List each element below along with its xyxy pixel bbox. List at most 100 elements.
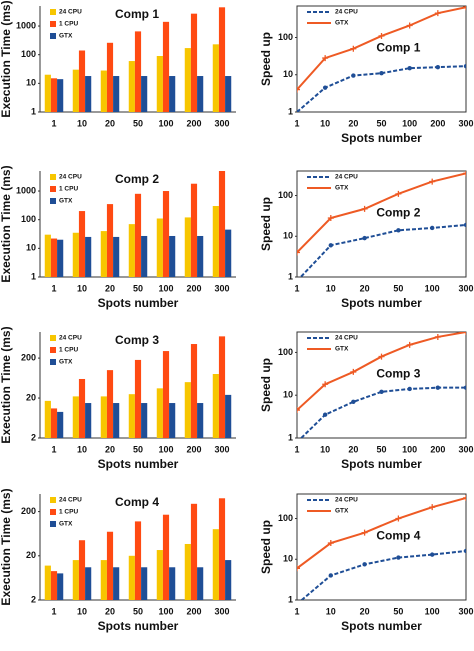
bar (134, 359, 142, 438)
y-axis-label: Execution Time (ms) (0, 488, 13, 605)
x-axis-label: Spots number (341, 296, 422, 310)
marker (463, 548, 466, 554)
y-tick-label: 10 (283, 390, 293, 400)
bar (212, 529, 219, 600)
legend-label: GTX (59, 33, 73, 40)
bar (113, 403, 120, 438)
x-tick-label: 20 (348, 118, 358, 128)
y-tick-label: 1 (288, 594, 293, 604)
y-tick-label: 1000 (16, 185, 36, 195)
x-tick-label: 100 (158, 606, 173, 616)
y-tick-label: 100 (278, 513, 293, 523)
y-tick-label: 100 (21, 214, 36, 224)
y-tick-label: 20 (26, 392, 36, 402)
y-tick-label: 1 (288, 432, 293, 442)
x-tick-label: 1 (51, 118, 56, 128)
marker (327, 215, 334, 222)
x-tick-label: 20 (105, 606, 115, 616)
bar (72, 396, 79, 438)
y-axis-label: Speed up (259, 358, 273, 412)
legend-swatch (50, 174, 56, 180)
bar (72, 232, 79, 277)
line-chart: 1 10 100 1 10 20 50 100 200 300 Spots number Speed … (259, 331, 474, 471)
bar (50, 238, 58, 277)
x-axis-label: Spots number (98, 296, 179, 310)
bar (128, 555, 135, 600)
bar (184, 217, 191, 277)
x-tick-label: 1 (51, 444, 56, 454)
marker (351, 73, 356, 78)
marker (322, 85, 328, 90)
legend-label: 24 CPU (59, 335, 82, 342)
marker (362, 562, 367, 567)
x-tick-label: 50 (133, 444, 143, 454)
y-tick-label: 200 (21, 352, 36, 362)
marker (430, 225, 435, 231)
x-tick-label: 300 (458, 444, 473, 454)
bar (85, 76, 92, 112)
y-tick-label: 10 (26, 243, 36, 253)
y-axis-label: Execution Time (ms) (0, 165, 13, 282)
x-tick-label: 300 (214, 606, 229, 616)
bar (218, 498, 226, 600)
x-tick-label: 100 (402, 444, 417, 454)
x-axis-label: Spots number (98, 619, 179, 633)
legend-swatch (50, 9, 56, 15)
y-axis-label: Speed up (259, 32, 273, 86)
bar (225, 76, 232, 112)
y-tick-label: 10 (283, 69, 293, 79)
x-tick-label: 100 (425, 283, 440, 293)
bar (184, 382, 191, 438)
bar (212, 206, 219, 277)
legend-swatch (50, 359, 56, 365)
marker (378, 32, 385, 39)
marker (379, 389, 384, 395)
x-tick-label: 50 (133, 283, 143, 293)
x-tick-label: 200 (186, 606, 201, 616)
x-tick-label: 50 (133, 118, 143, 128)
x-tick-label: 300 (458, 283, 473, 293)
bar (225, 560, 232, 600)
chart-title: Comp 3 (115, 333, 159, 347)
bar (162, 514, 170, 600)
bar (156, 550, 163, 600)
marker (327, 540, 334, 547)
legend-label: GTX (59, 521, 73, 528)
bar (128, 61, 135, 112)
legend-label: 24 CPU (59, 9, 82, 16)
plot-frame (296, 170, 467, 278)
legend-label: GTX (335, 508, 349, 515)
x-tick-label: 1 (294, 606, 299, 616)
legend-swatch (50, 198, 56, 204)
bar (50, 571, 58, 600)
bar (156, 55, 163, 112)
x-tick-label: 1 (51, 606, 56, 616)
marker (463, 171, 466, 177)
bar (190, 503, 198, 600)
x-axis-label: Spots number (341, 131, 422, 145)
bar (78, 378, 86, 438)
marker (395, 515, 402, 522)
bar (85, 403, 92, 438)
marker (322, 381, 329, 388)
x-axis-label: Spots number (98, 457, 179, 471)
legend-label: 24 CPU (59, 497, 82, 504)
marker (350, 368, 357, 375)
marker (429, 504, 436, 511)
x-tick-label: 20 (360, 606, 370, 616)
marker (463, 63, 466, 69)
x-tick-label: 100 (158, 283, 173, 293)
chart-title: Comp 2 (115, 172, 159, 186)
bar (72, 69, 79, 112)
x-tick-label: 10 (77, 444, 87, 454)
legend-label: 24 CPU (335, 497, 358, 504)
x-tick-label: 200 (186, 118, 201, 128)
legend-label: 24 CPU (335, 9, 358, 16)
legend-label: GTX (59, 198, 73, 205)
bar (141, 235, 148, 277)
legend-swatch (50, 347, 56, 353)
legend-label: GTX (59, 359, 73, 366)
marker (361, 205, 368, 212)
y-axis-label: Speed up (259, 520, 273, 574)
